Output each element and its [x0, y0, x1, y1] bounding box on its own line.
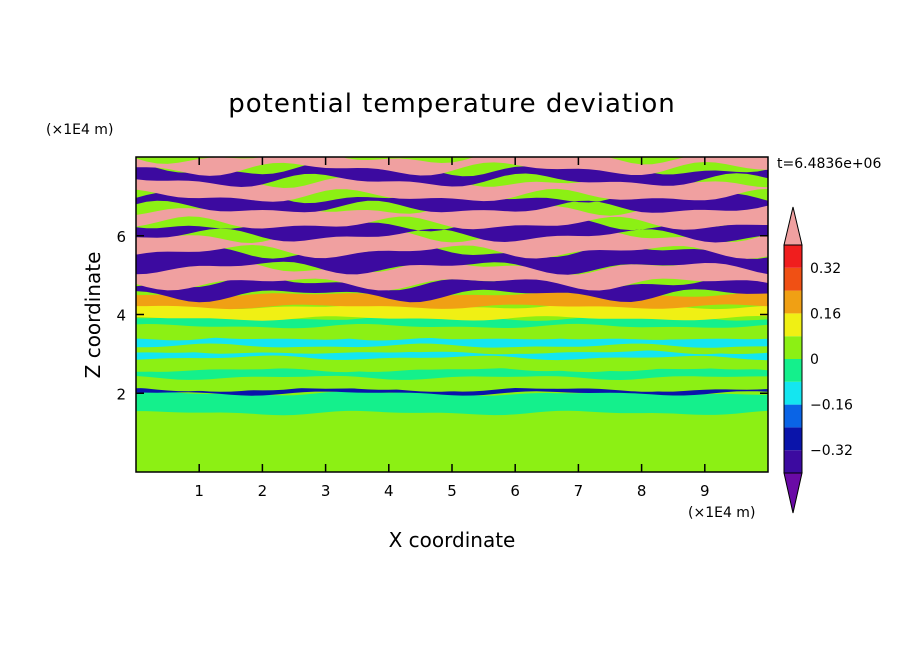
colorbar-over-arrow	[783, 206, 803, 246]
x-axis-label: X coordinate	[389, 528, 516, 552]
colorbar-label: 0.32	[810, 261, 841, 277]
colorbar-label: −0.32	[810, 443, 853, 459]
contour-field	[136, 157, 768, 472]
y-unit-label: (×1E4 m)	[46, 122, 113, 138]
x-tick-label: 3	[321, 482, 331, 500]
colorbar-swatch	[784, 381, 802, 405]
x-tick-label: 4	[384, 482, 394, 500]
x-tick-label: 2	[258, 482, 268, 500]
colorbar-swatch	[784, 450, 802, 473]
x-tick-label: 6	[510, 482, 520, 500]
colorbar-swatch	[784, 404, 802, 428]
contour-band	[136, 189, 768, 213]
colorbar-label: −0.16	[810, 398, 853, 414]
colorbar-swatch	[784, 267, 802, 291]
colorbar-swatch	[784, 427, 802, 451]
y-axis-label: Z coordinate	[81, 252, 105, 379]
contour-band	[136, 390, 768, 416]
colorbar-label: 0.16	[810, 306, 841, 322]
contour-band	[136, 410, 768, 472]
colorbar-swatch	[784, 313, 802, 337]
contour-band	[136, 244, 768, 275]
contour-band	[136, 260, 768, 291]
x-tick-label: 7	[574, 482, 584, 500]
colorbar-label: 0	[810, 352, 819, 368]
colorbar-swatch	[784, 290, 802, 314]
x-tick-label: 5	[447, 482, 457, 500]
x-unit-label: (×1E4 m)	[688, 505, 755, 521]
x-tick-label: 9	[700, 482, 710, 500]
y-tick-label: 4	[116, 307, 126, 325]
y-tick-label: 6	[116, 228, 126, 246]
y-axis: 2 4 6	[116, 228, 768, 403]
colorbar-frame	[783, 244, 803, 474]
x-axis: 1 2 3 4 5 6 7 8 9	[194, 157, 710, 500]
x-tick-label: 8	[637, 482, 647, 500]
contour-band	[136, 275, 768, 303]
contour-band	[136, 367, 768, 380]
contour-band	[136, 304, 768, 321]
time-label: t=6.4836e+06	[777, 156, 881, 172]
colorbar: 0.32 0.16 0 −0.16 −0.32	[783, 206, 853, 514]
colorbar-swatch	[784, 359, 802, 382]
x-tick-label: 1	[194, 482, 204, 500]
contour-band	[136, 316, 768, 329]
contour-band	[136, 355, 768, 373]
colorbar-swatch	[784, 336, 802, 359]
chart-title: potential temperature deviation	[228, 89, 675, 119]
contour-band	[136, 157, 768, 176]
colorbar-swatch	[784, 245, 802, 268]
colorbar-under-arrow	[783, 472, 803, 514]
y-tick-label: 2	[116, 385, 126, 403]
